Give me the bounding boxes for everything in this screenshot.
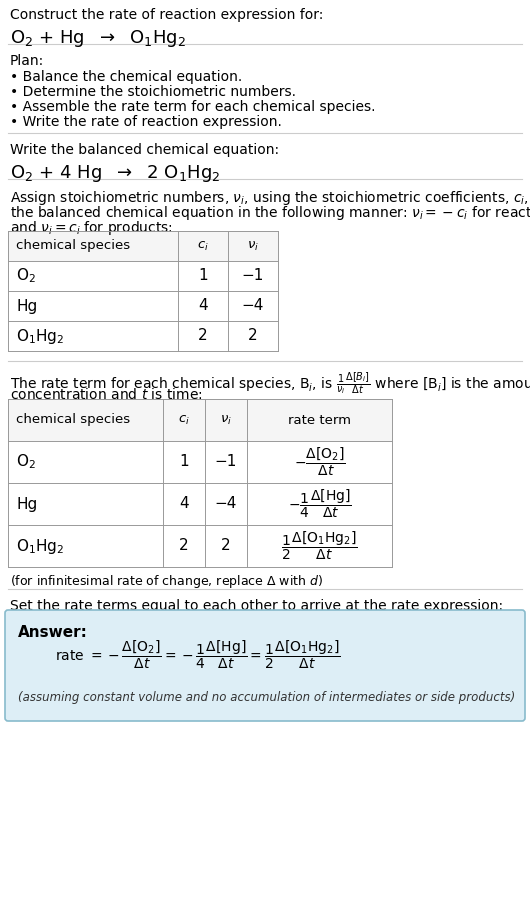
Text: 1: 1 bbox=[179, 454, 189, 470]
FancyBboxPatch shape bbox=[5, 610, 525, 721]
Text: (assuming constant volume and no accumulation of intermediates or side products): (assuming constant volume and no accumul… bbox=[18, 691, 515, 704]
Text: • Write the rate of reaction expression.: • Write the rate of reaction expression. bbox=[10, 115, 282, 129]
Text: $\nu_i$: $\nu_i$ bbox=[220, 413, 232, 427]
Text: concentration and $t$ is time:: concentration and $t$ is time: bbox=[10, 387, 202, 402]
Text: O$_1$Hg$_2$: O$_1$Hg$_2$ bbox=[16, 537, 64, 555]
Text: Set the rate terms equal to each other to arrive at the rate expression:: Set the rate terms equal to each other t… bbox=[10, 599, 503, 613]
Text: 4: 4 bbox=[198, 298, 208, 314]
Text: chemical species: chemical species bbox=[16, 239, 130, 252]
Text: −1: −1 bbox=[215, 454, 237, 470]
Bar bbox=[8, 231, 278, 261]
Text: • Determine the stoichiometric numbers.: • Determine the stoichiometric numbers. bbox=[10, 85, 296, 99]
Text: 2: 2 bbox=[248, 329, 258, 343]
Text: $c_i$: $c_i$ bbox=[178, 413, 190, 427]
Text: O$_2$: O$_2$ bbox=[16, 452, 36, 471]
Text: Hg: Hg bbox=[16, 298, 37, 314]
Bar bbox=[8, 399, 392, 441]
Text: O$_2$ + 4 Hg  $\rightarrow$  2 O$_1$Hg$_2$: O$_2$ + 4 Hg $\rightarrow$ 2 O$_1$Hg$_2$ bbox=[10, 163, 220, 184]
Bar bbox=[8, 231, 278, 351]
Text: $-\dfrac{1}{4}\dfrac{\Delta[\mathrm{Hg}]}{\Delta t}$: $-\dfrac{1}{4}\dfrac{\Delta[\mathrm{Hg}]… bbox=[288, 488, 351, 521]
Text: $\nu_i$: $\nu_i$ bbox=[247, 239, 259, 253]
Text: $-\dfrac{\Delta[\mathrm{O_2}]}{\Delta t}$: $-\dfrac{\Delta[\mathrm{O_2}]}{\Delta t}… bbox=[294, 446, 345, 478]
Text: Plan:: Plan: bbox=[10, 54, 44, 68]
Text: O$_2$ + Hg  $\rightarrow$  O$_1$Hg$_2$: O$_2$ + Hg $\rightarrow$ O$_1$Hg$_2$ bbox=[10, 28, 186, 49]
Text: • Assemble the rate term for each chemical species.: • Assemble the rate term for each chemic… bbox=[10, 100, 375, 114]
Text: (for infinitesimal rate of change, replace Δ with $d$): (for infinitesimal rate of change, repla… bbox=[10, 573, 323, 590]
Text: 1: 1 bbox=[198, 268, 208, 284]
Text: O$_1$Hg$_2$: O$_1$Hg$_2$ bbox=[16, 327, 64, 346]
Bar bbox=[8, 399, 392, 567]
Text: 2: 2 bbox=[198, 329, 208, 343]
Text: the balanced chemical equation in the following manner: $\nu_i = -c_i$ for react: the balanced chemical equation in the fo… bbox=[10, 204, 530, 222]
Text: O$_2$: O$_2$ bbox=[16, 267, 36, 286]
Text: and $\nu_i = c_i$ for products:: and $\nu_i = c_i$ for products: bbox=[10, 219, 173, 237]
Text: 2: 2 bbox=[179, 539, 189, 553]
Text: chemical species: chemical species bbox=[16, 413, 130, 427]
Text: The rate term for each chemical species, B$_i$, is $\frac{1}{\nu_i}\frac{\Delta[: The rate term for each chemical species,… bbox=[10, 371, 530, 397]
Text: Construct the rate of reaction expression for:: Construct the rate of reaction expressio… bbox=[10, 8, 323, 22]
Text: Answer:: Answer: bbox=[18, 625, 88, 640]
Text: rate $= -\dfrac{\Delta[\mathrm{O_2}]}{\Delta t} = -\dfrac{1}{4}\dfrac{\Delta[\ma: rate $= -\dfrac{\Delta[\mathrm{O_2}]}{\D… bbox=[55, 639, 341, 672]
Text: 2: 2 bbox=[221, 539, 231, 553]
Text: −4: −4 bbox=[242, 298, 264, 314]
Text: Write the balanced chemical equation:: Write the balanced chemical equation: bbox=[10, 143, 279, 157]
Text: • Balance the chemical equation.: • Balance the chemical equation. bbox=[10, 70, 242, 84]
Text: Hg: Hg bbox=[16, 497, 37, 511]
Text: rate term: rate term bbox=[288, 413, 351, 427]
Text: 4: 4 bbox=[179, 497, 189, 511]
Text: $\dfrac{1}{2}\dfrac{\Delta[\mathrm{O_1Hg_2}]}{\Delta t}$: $\dfrac{1}{2}\dfrac{\Delta[\mathrm{O_1Hg… bbox=[281, 530, 358, 562]
Text: Assign stoichiometric numbers, $\nu_i$, using the stoichiometric coefficients, $: Assign stoichiometric numbers, $\nu_i$, … bbox=[10, 189, 530, 207]
Text: −1: −1 bbox=[242, 268, 264, 284]
Text: −4: −4 bbox=[215, 497, 237, 511]
Text: $c_i$: $c_i$ bbox=[197, 239, 209, 253]
